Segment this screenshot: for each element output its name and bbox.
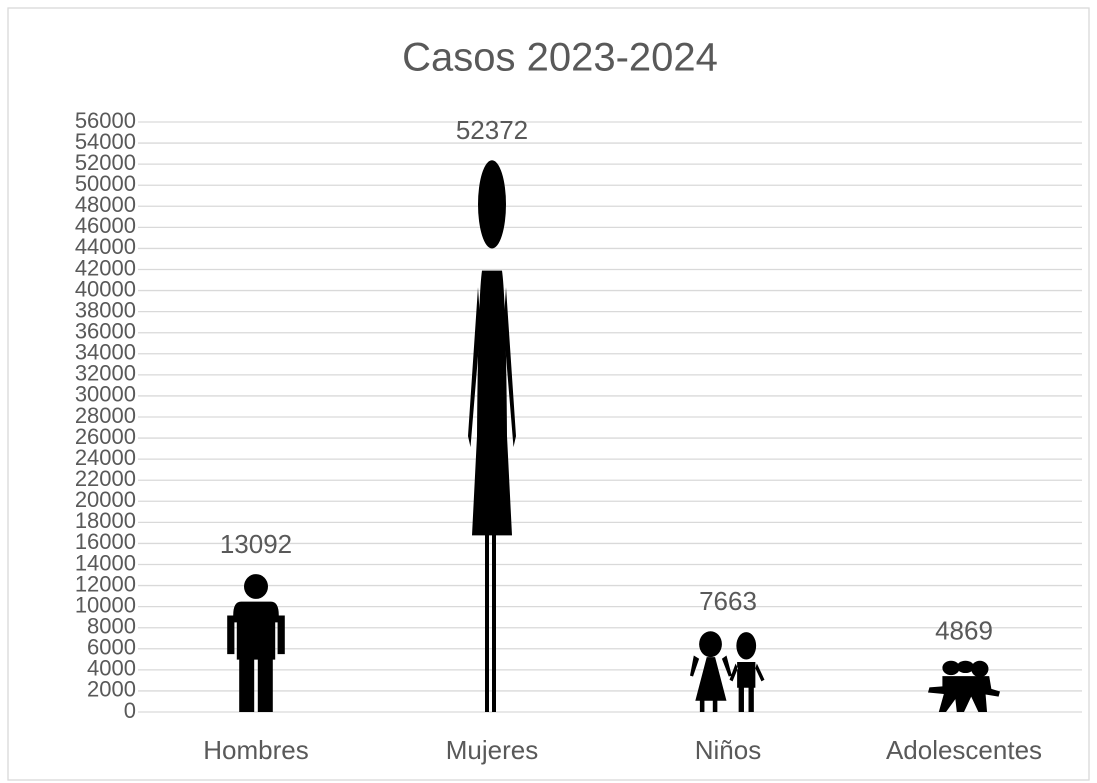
x-tick-label: Hombres — [203, 735, 308, 765]
x-tick-label: Adolescentes — [886, 735, 1042, 765]
data-label: 52372 — [456, 115, 528, 145]
data-label: 7663 — [699, 586, 757, 616]
x-tick-label: Mujeres — [446, 735, 538, 765]
data-label: 4869 — [935, 616, 993, 646]
page: Casos 2023-2024 020004000600080001000012… — [0, 0, 1097, 783]
chart: Casos 2023-2024 020004000600080001000012… — [0, 0, 1097, 783]
data-label: 13092 — [220, 529, 292, 559]
chart-title: Casos 2023-2024 — [402, 36, 718, 80]
icon-part — [244, 574, 268, 599]
icon-part — [699, 631, 722, 657]
icon-part — [736, 632, 756, 659]
chart-border — [8, 8, 1089, 780]
icon-part — [478, 160, 506, 248]
icon-part — [971, 661, 988, 677]
y-tick-label: 56000 — [75, 108, 136, 133]
x-tick-label: Niños — [695, 735, 761, 765]
